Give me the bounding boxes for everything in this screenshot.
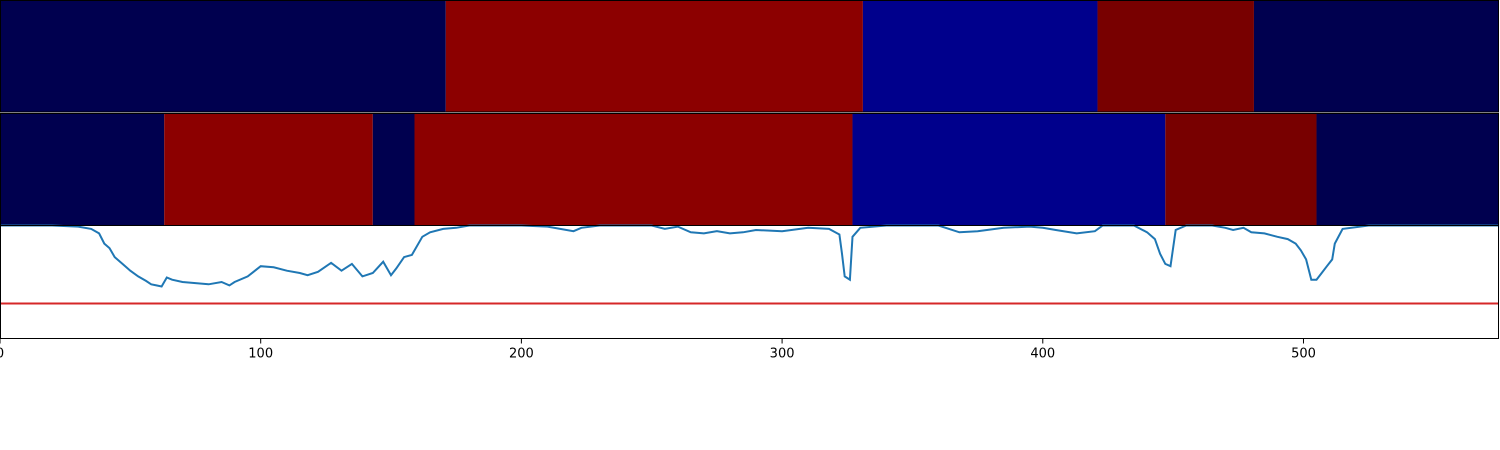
panel-frame-1 [0,0,1499,113]
track-2-segment-1 [164,113,373,226]
axes-frames [0,0,1499,339]
track-2-segment-6 [1316,113,1499,226]
track-2-segment-4 [852,113,1166,226]
track-2-segment-5 [1165,113,1317,226]
track-1-segment-3 [1097,0,1254,112]
track-1-segment-2 [862,0,1098,112]
segmentation-track-top [0,0,1499,112]
panel-frame-3 [0,225,1499,339]
x-tick-label: 400 [1030,347,1055,362]
track-2-segment-2 [372,113,415,226]
track-2-segment-0 [0,113,165,226]
x-tick-label: 0 [0,347,4,362]
x-tick-label: 200 [509,347,534,362]
track-1-segment-4 [1253,0,1499,112]
x-tick-label: 100 [248,347,273,362]
x-tick-label: 500 [1291,347,1316,362]
x-tick-label: 300 [770,347,795,362]
track-2-segment-3 [414,113,853,226]
series-line [0,224,1499,288]
line-plot-area [0,225,1499,339]
x-axis-ticks: 0 100 200 300 400 500 [0,338,1316,362]
track-1-segment-1 [445,0,863,112]
segmentation-track-bottom [0,113,1499,226]
track-1-segment-0 [0,0,446,112]
